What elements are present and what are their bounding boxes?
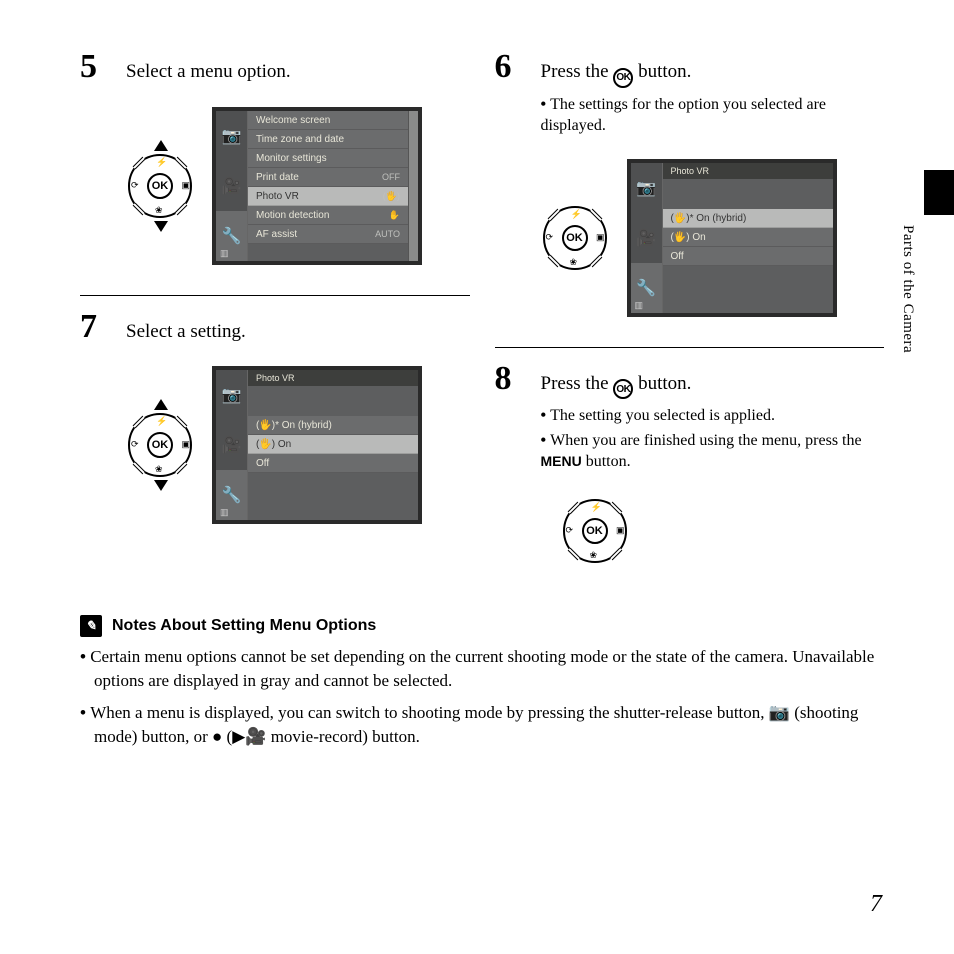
lcd-row: Photo VR(🖐): [248, 187, 408, 206]
section-label: Parts of the Camera: [899, 225, 916, 353]
notes-item-1: Certain menu options cannot be set depen…: [80, 645, 884, 693]
ok-button-icon: OK: [613, 379, 633, 399]
step-8-bullet-2: When you are finished using the menu, pr…: [541, 430, 885, 473]
step-8-title: Press the OK button.: [541, 372, 692, 400]
movie-tab-icon: 🎥: [216, 161, 247, 211]
step-6-illustration: OK ⚡ ❀ ⟳ ▣ 📷 🎥 🔧 Photo VR(🖐)* On (hybrid…: [535, 159, 885, 317]
ok-button-icon: OK: [147, 173, 173, 199]
multi-selector-dial: OK ⚡ ❀ ⟳ ▣: [563, 499, 627, 563]
thumb-tab: [924, 170, 954, 215]
ok-button-icon: OK: [582, 518, 608, 544]
step-7-illustration: OK ⚡ ❀ ⟳ ▣ 📷 🎥 🔧 Photo VR(🖐)* On (hybrid: [120, 366, 470, 524]
step-7-num: 7: [80, 310, 108, 344]
step-8-num: 8: [495, 362, 523, 396]
step-7-head: 7 Select a setting.: [80, 310, 470, 345]
multi-selector-dial: OK ⚡ ❀ ⟳ ▣: [128, 413, 192, 477]
lcd-row: Off: [663, 247, 833, 266]
menu-button-label: MENU: [541, 453, 582, 469]
lcd-row: Print dateOFF: [248, 168, 408, 187]
step-6-head: 6 Press the OK button.: [495, 50, 885, 88]
multi-selector-dial: OK ⚡ ❀ ⟳ ▣: [128, 154, 192, 218]
arrow-up-icon: [154, 399, 168, 410]
step-5-title: Select a menu option.: [126, 60, 291, 85]
camera-tab-icon: 📷: [216, 370, 247, 420]
ok-button-icon: OK: [613, 68, 633, 88]
lcd-row: AF assistAUTO: [248, 225, 408, 244]
page-number: 7: [870, 891, 882, 918]
lcd-row: (🖐) On: [248, 435, 418, 454]
step-6-body: The settings for the option you selected…: [541, 94, 885, 137]
pencil-note-icon: ✎: [80, 615, 102, 637]
lcd-header: Photo VR: [248, 370, 418, 386]
arrow-down-icon: [154, 221, 168, 232]
movie-tab-icon: 🎥: [631, 213, 662, 263]
notes-heading: Notes About Setting Menu Options: [112, 615, 376, 637]
lcd-header: Photo VR: [663, 163, 833, 179]
lcd-row: (🖐)* On (hybrid): [663, 209, 833, 228]
camera-tab-icon: 📷: [216, 111, 247, 161]
step-5-illustration: OK ⚡ ❀ ⟳ ▣ 📷 🎥 🔧 Welcome screenT: [120, 107, 470, 265]
lcd-row: Off: [248, 454, 418, 473]
lcd-row: (🖐) On: [663, 228, 833, 247]
ok-button-icon: OK: [562, 225, 588, 251]
arrow-up-icon: [154, 140, 168, 151]
step-6-title: Press the OK button.: [541, 60, 692, 88]
multi-selector-dial: OK ⚡ ❀ ⟳ ▣: [543, 206, 607, 270]
step-8-bullet-1: The setting you selected is applied.: [541, 405, 885, 427]
lcd-row: Motion detection✋: [248, 206, 408, 225]
step-8-illustration: OK ⚡ ❀ ⟳ ▣: [555, 495, 885, 567]
lcd-row: Welcome screen: [248, 111, 408, 130]
battery-icon: ▥: [220, 248, 229, 259]
divider: [80, 295, 470, 296]
step-6-bullet: The settings for the option you selected…: [541, 94, 885, 137]
step-6-num: 6: [495, 50, 523, 84]
notes-section: ✎ Notes About Setting Menu Options Certa…: [80, 615, 884, 749]
lcd-screen-photo-vr: 📷 🎥 🔧 Photo VR(🖐)* On (hybrid)(🖐) On Off…: [212, 366, 422, 524]
divider: [495, 347, 885, 348]
lcd-row: Monitor settings: [248, 149, 408, 168]
battery-icon: ▥: [635, 300, 644, 311]
step-5-num: 5: [80, 50, 108, 84]
movie-tab-icon: 🎥: [216, 420, 247, 470]
lcd-row: Time zone and date: [248, 130, 408, 149]
step-8-body: The setting you selected is applied. Whe…: [541, 405, 885, 473]
lcd-screen-menu: 📷 🎥 🔧 Welcome screenTime zone and dateMo…: [212, 107, 422, 265]
lcd-screen-photo-vr: 📷 🎥 🔧 Photo VR(🖐)* On (hybrid)(🖐) On Off…: [627, 159, 837, 317]
battery-icon: ▥: [220, 507, 229, 518]
step-8-head: 8 Press the OK button.: [495, 362, 885, 400]
step-7-title: Select a setting.: [126, 320, 246, 345]
arrow-down-icon: [154, 480, 168, 491]
camera-tab-icon: 📷: [631, 163, 662, 213]
step-5-head: 5 Select a menu option.: [80, 50, 470, 85]
notes-item-2: When a menu is displayed, you can switch…: [80, 701, 884, 749]
lcd-row: (🖐)* On (hybrid): [248, 416, 418, 435]
